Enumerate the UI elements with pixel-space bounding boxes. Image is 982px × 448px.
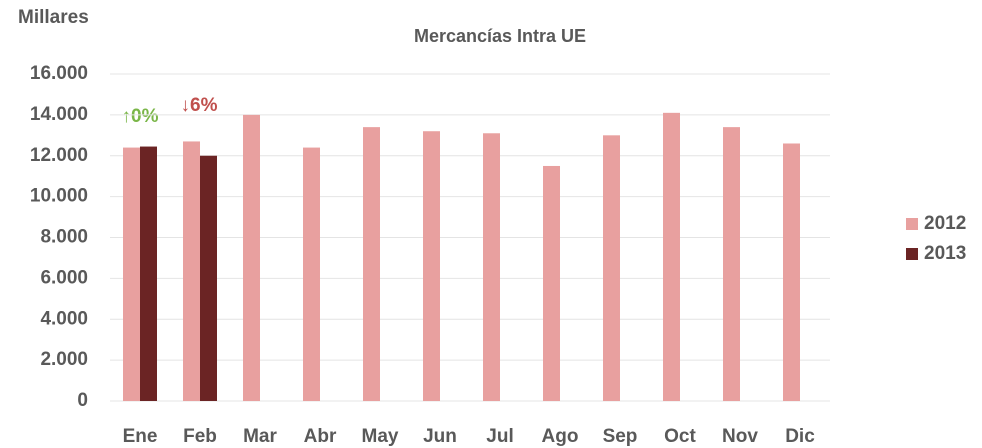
annotation: ↑0% (122, 106, 159, 127)
x-tick-label: Ago (542, 426, 579, 447)
bar (783, 143, 800, 402)
legend-swatch (906, 248, 918, 260)
y-axis-label: Millares (18, 7, 89, 28)
x-tick-label: Oct (664, 426, 696, 447)
y-tick-label: 4.000 (40, 308, 88, 329)
x-tick-label: Jun (423, 426, 457, 447)
bar (483, 133, 500, 402)
y-tick-label: 14.000 (30, 104, 88, 125)
x-tick-label: Ene (123, 426, 158, 447)
y-tick-label: 8.000 (40, 227, 88, 248)
y-tick-label: 16.000 (30, 63, 88, 84)
bar (183, 141, 200, 401)
x-tick-label: Mar (243, 426, 277, 447)
legend-label: 2012 (924, 213, 966, 234)
bar (543, 165, 560, 401)
bar (123, 147, 140, 401)
bar (303, 147, 320, 401)
bar (603, 135, 620, 401)
bar (140, 146, 157, 401)
x-tick-label: Abr (304, 426, 337, 447)
y-tick-label: 12.000 (30, 145, 88, 166)
annotation: ↓6% (181, 95, 218, 116)
legend-label: 2013 (924, 243, 966, 264)
bar (663, 112, 680, 402)
y-tick-label: 6.000 (40, 267, 88, 288)
x-tick-label: Nov (722, 426, 758, 447)
bar (423, 131, 440, 401)
bar (243, 114, 260, 401)
x-tick-label: Sep (603, 426, 638, 447)
y-tick-label: 0 (77, 390, 88, 411)
bar (200, 155, 217, 401)
x-tick-label: Feb (183, 426, 217, 447)
legend-swatch (906, 218, 918, 230)
bar (363, 127, 380, 401)
chart-title: Mercancías Intra UE (414, 26, 586, 46)
y-tick-label: 10.000 (30, 186, 88, 207)
bar (723, 127, 740, 401)
y-tick-label: 2.000 (40, 349, 88, 370)
x-tick-label: Jul (486, 426, 513, 447)
x-tick-label: Dic (785, 426, 815, 447)
x-tick-label: May (362, 426, 399, 447)
